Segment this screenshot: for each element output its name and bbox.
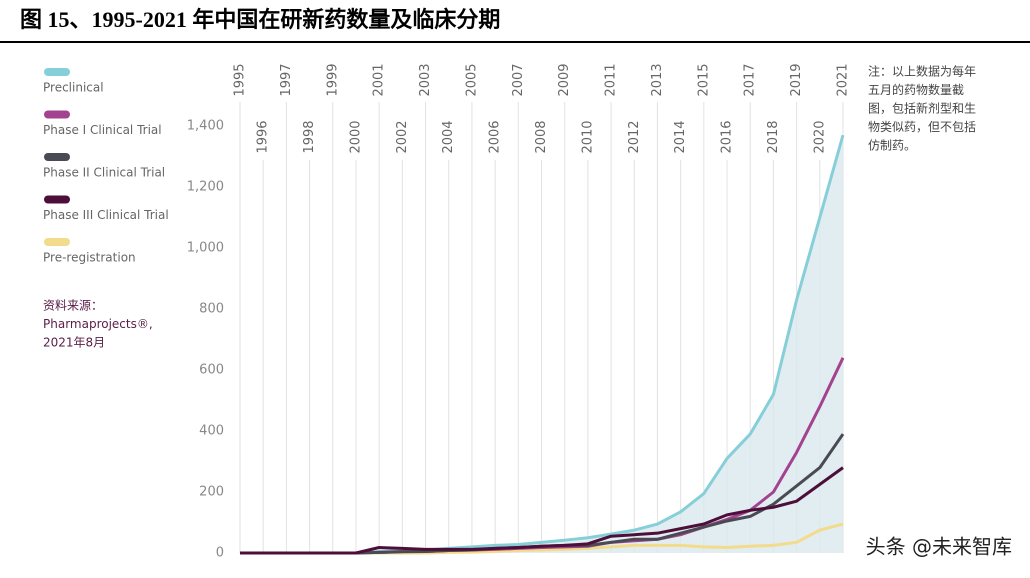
x-tick-label: 2003 xyxy=(418,63,433,96)
x-tick-label: 2011 xyxy=(604,63,619,96)
y-tick-label: 200 xyxy=(199,485,224,500)
x-tick-label: 2014 xyxy=(673,120,688,153)
note: 注：以上数据为每年 xyxy=(868,64,976,79)
y-tick-label: 600 xyxy=(199,363,224,378)
legend-label: Pre-registration xyxy=(43,251,136,265)
legend-label: Preclinical xyxy=(43,81,104,95)
x-tick-label: 2018 xyxy=(766,120,781,153)
x-tick-label: 2015 xyxy=(696,63,711,96)
source: Pharmaprojects®, xyxy=(43,317,153,331)
x-tick-label: 2020 xyxy=(812,120,827,153)
x-tick-label: 2012 xyxy=(627,120,642,153)
area xyxy=(240,135,843,553)
x-tick-label: 2006 xyxy=(488,120,503,153)
y-tick-label: 1,000 xyxy=(187,241,224,256)
note: 图，包括新剂型和生 xyxy=(868,101,976,116)
x-tick-label: 2021 xyxy=(836,63,851,96)
legend-label: Phase III Clinical Trial xyxy=(43,208,169,222)
x-tick-label: 2008 xyxy=(534,120,549,153)
y-tick-label: 400 xyxy=(199,424,224,439)
x-tick-label: 1997 xyxy=(279,63,294,96)
x-tick-label: 2000 xyxy=(348,120,363,153)
chart-title: 图 15、1995-2021 年中国在研新药数量及临床分期 xyxy=(20,7,500,32)
source: 2021年8月 xyxy=(43,336,105,350)
line xyxy=(240,466,844,555)
x-tick-label: 2010 xyxy=(580,120,595,153)
x-tick-label: 2013 xyxy=(650,63,665,96)
watermark: 头条 @未来智库 xyxy=(866,535,1012,559)
note: 五月的药物数量截 xyxy=(868,82,964,97)
x-tick-label: 1998 xyxy=(302,120,317,153)
x-tick-label: 2017 xyxy=(743,63,758,96)
x-tick-label: 2007 xyxy=(511,63,526,96)
y-tick-label: 800 xyxy=(199,302,224,317)
x-tick-label: 1999 xyxy=(325,63,340,96)
source: 资料来源： xyxy=(43,299,103,313)
x-tick-label: 2019 xyxy=(789,63,804,96)
y-tick-label: 1,200 xyxy=(187,180,224,195)
x-tick-label: 2009 xyxy=(557,63,572,96)
x-tick-label: 1996 xyxy=(256,120,271,153)
x-tick-label: 2016 xyxy=(720,120,735,153)
note: 物类似药，但不包括 xyxy=(868,119,976,134)
x-tick-label: 1995 xyxy=(233,63,248,96)
y-tick-label: 0 xyxy=(216,546,224,561)
x-tick-label: 2005 xyxy=(464,63,479,96)
y-tick-label: 1,400 xyxy=(187,119,224,134)
legend-label: Phase I Clinical Trial xyxy=(43,123,162,137)
note: 仿制药。 xyxy=(868,139,916,153)
x-tick-label: 2004 xyxy=(441,120,456,153)
x-tick-label: 2002 xyxy=(395,120,410,153)
legend-label: Phase II Clinical Trial xyxy=(43,166,165,180)
x-tick-label: 2001 xyxy=(372,63,387,96)
